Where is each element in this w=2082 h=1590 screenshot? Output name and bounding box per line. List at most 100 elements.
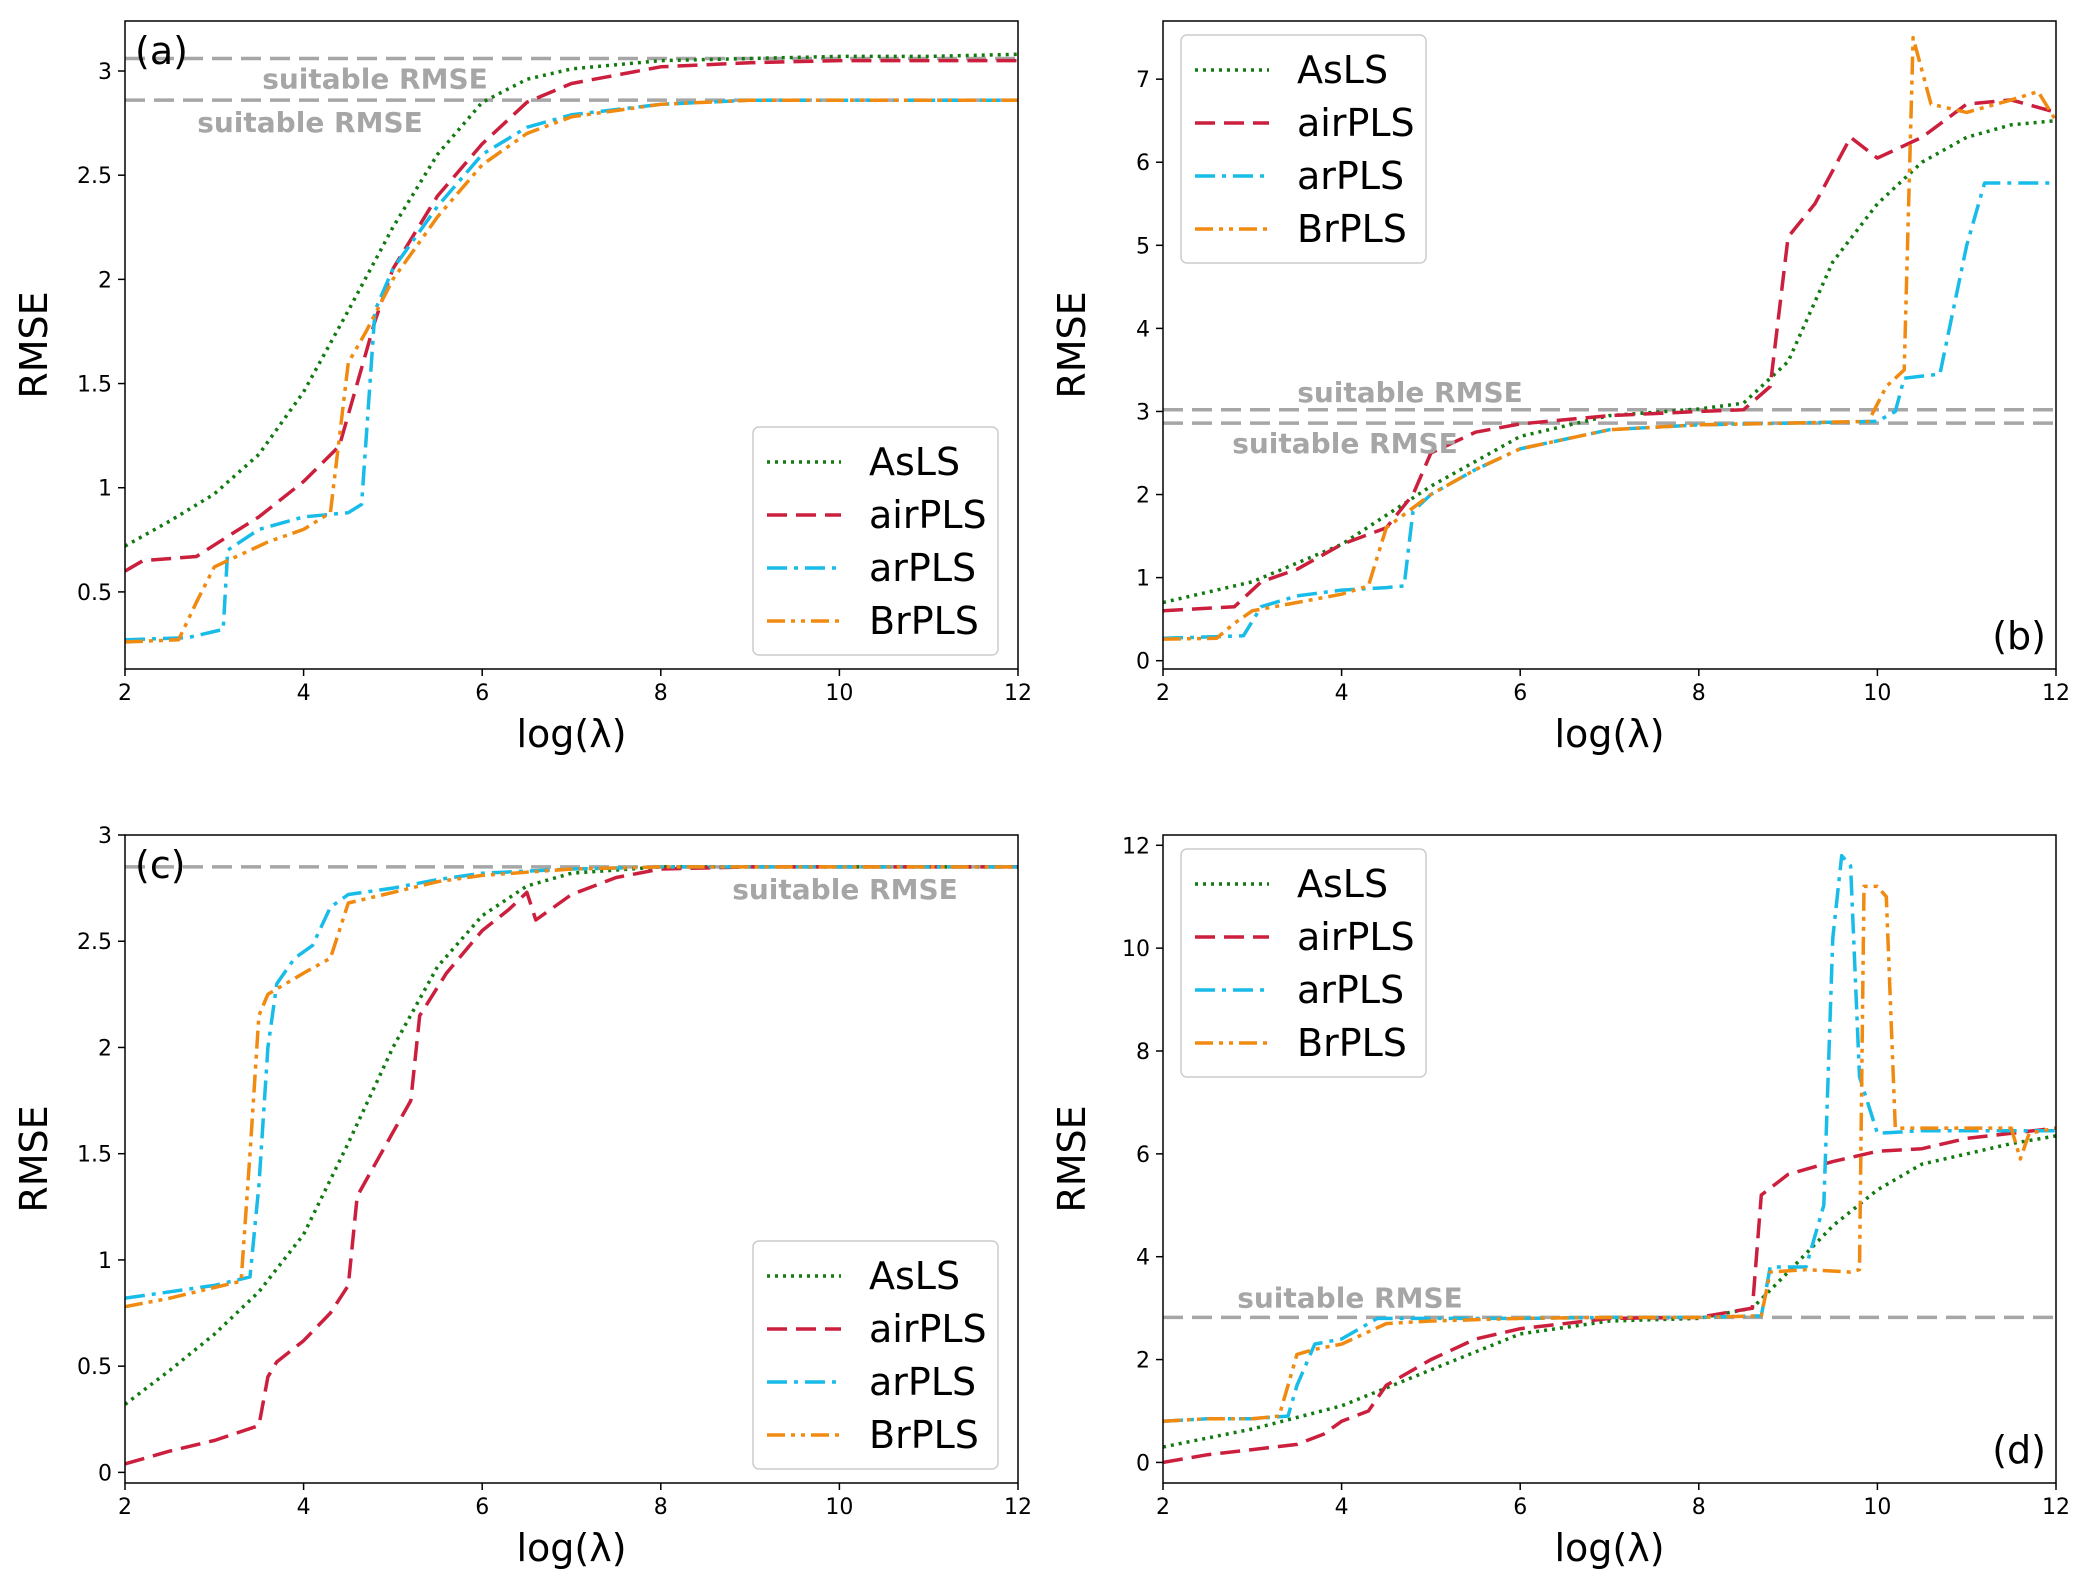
legend-box xyxy=(1180,848,1427,1078)
series-line-brpls xyxy=(1163,884,2056,1424)
y-axis-label: RMSE xyxy=(1050,291,1094,398)
legend-label-airpls: airPLS xyxy=(1297,915,1415,959)
x-tick-label: 2 xyxy=(118,681,132,706)
legend-label-brpls: BrPLS xyxy=(1297,207,1407,251)
y-tick-label: 0 xyxy=(1136,1451,1150,1476)
plot-frame xyxy=(1162,834,2057,1484)
legend-label-airpls: airPLS xyxy=(869,1307,987,1351)
y-tick-label: 6 xyxy=(1136,1143,1150,1168)
series-line-brpls xyxy=(125,98,1018,644)
reference-line-label: suitable RMSE xyxy=(732,873,958,906)
legend: AsLS airPLS arPLS BrPLS xyxy=(752,426,999,656)
series-line-brpls xyxy=(125,865,1018,1309)
y-axis-label: RMSE xyxy=(1050,1105,1094,1212)
legend-box xyxy=(1180,34,1427,264)
y-tick-label: 8 xyxy=(1136,1040,1150,1065)
x-tick-label: 8 xyxy=(654,1495,668,1520)
plot-frame xyxy=(124,834,1019,1484)
legend-label-asls: AsLS xyxy=(869,440,960,484)
series-line-airpls xyxy=(1163,98,2056,613)
plot-frame xyxy=(124,20,1019,670)
y-tick-label: 10 xyxy=(1122,937,1150,962)
legend-label-airpls: airPLS xyxy=(869,493,987,537)
x-axis-label: log(λ) xyxy=(516,712,626,756)
panel-label: (c) xyxy=(135,843,186,887)
x-tick-label: 4 xyxy=(1335,1495,1349,1520)
series-line-arpls xyxy=(1163,181,2056,641)
legend: AsLS airPLS arPLS BrPLS xyxy=(1180,34,1427,264)
y-tick-label: 6 xyxy=(1136,151,1150,176)
series-line-asls xyxy=(125,52,1018,548)
series-line-arpls xyxy=(125,98,1018,642)
x-tick-label: 4 xyxy=(297,681,311,706)
x-tick-label: 10 xyxy=(1863,681,1891,706)
y-tick-label: 1.5 xyxy=(77,1143,112,1168)
y-tick-label: 1.5 xyxy=(77,373,112,398)
legend-label-asls: AsLS xyxy=(869,1254,960,1298)
y-tick-label: 0.5 xyxy=(77,1355,112,1380)
legend-label-arpls: arPLS xyxy=(869,1360,976,1404)
legend-label-asls: AsLS xyxy=(1297,862,1388,906)
panel-a: suitable RMSE suitable RMSE 2 4 6 8 10 12 0.5 1 1.… xyxy=(12,20,1032,756)
y-tick-label: 0.5 xyxy=(77,581,112,606)
legend-label-brpls: BrPLS xyxy=(869,1413,979,1457)
reference-line-label: suitable RMSE xyxy=(1297,376,1523,409)
x-tick-label: 6 xyxy=(475,681,489,706)
x-tick-label: 12 xyxy=(2042,1495,2070,1520)
panel-label: (a) xyxy=(135,29,188,73)
y-tick-label: 1 xyxy=(1136,567,1150,592)
panel-label: (b) xyxy=(1992,614,2046,658)
y-axis-label: RMSE xyxy=(12,291,56,398)
x-axis-label: log(λ) xyxy=(1554,1526,1664,1570)
y-tick-label: 0 xyxy=(1136,650,1150,675)
plot-frame xyxy=(1162,20,2057,670)
legend: AsLS airPLS arPLS BrPLS xyxy=(752,1240,999,1470)
legend-box xyxy=(752,1240,999,1470)
legend-label-brpls: BrPLS xyxy=(869,599,979,643)
x-tick-label: 8 xyxy=(1692,1495,1706,1520)
reference-line-label: suitable RMSE xyxy=(1232,427,1458,460)
reference-line-label: suitable RMSE xyxy=(197,106,423,139)
y-tick-label: 4 xyxy=(1136,317,1150,342)
y-tick-label: 3 xyxy=(1136,400,1150,425)
panel-label: (d) xyxy=(1992,1428,2046,1472)
y-tick-label: 4 xyxy=(1136,1246,1150,1271)
y-axis-label: RMSE xyxy=(12,1105,56,1212)
series-line-arpls xyxy=(125,865,1018,1300)
x-axis-label: log(λ) xyxy=(1554,712,1664,756)
y-tick-label: 3 xyxy=(98,824,112,849)
x-tick-label: 6 xyxy=(475,1495,489,1520)
series-line-airpls xyxy=(1163,1126,2056,1465)
x-tick-label: 2 xyxy=(1156,1495,1170,1520)
x-tick-label: 10 xyxy=(825,681,853,706)
y-tick-label: 2 xyxy=(98,268,112,293)
legend-label-asls: AsLS xyxy=(1297,48,1388,92)
x-tick-label: 4 xyxy=(1335,681,1349,706)
x-tick-label: 12 xyxy=(2042,681,2070,706)
legend-label-arpls: arPLS xyxy=(869,546,976,590)
reference-line-label: suitable RMSE xyxy=(1237,1281,1463,1314)
series-line-airpls xyxy=(125,865,1018,1466)
panel-c: suitable RMSE 2 4 6 8 10 12 0 0.5 1 1.5 2 2.5 3 log(λ)… xyxy=(12,824,1032,1570)
legend-label-arpls: arPLS xyxy=(1297,154,1404,198)
y-tick-label: 1 xyxy=(98,1249,112,1274)
x-tick-label: 6 xyxy=(1513,1495,1527,1520)
legend-label-airpls: airPLS xyxy=(1297,101,1415,145)
x-tick-label: 2 xyxy=(1156,681,1170,706)
y-tick-label: 5 xyxy=(1136,234,1150,259)
y-tick-label: 1 xyxy=(98,477,112,502)
y-tick-label: 2.5 xyxy=(77,930,112,955)
x-tick-label: 4 xyxy=(297,1495,311,1520)
x-tick-label: 10 xyxy=(825,1495,853,1520)
y-tick-label: 12 xyxy=(1122,834,1150,859)
x-tick-label: 10 xyxy=(1863,1495,1891,1520)
x-tick-label: 2 xyxy=(118,1495,132,1520)
y-tick-label: 0 xyxy=(98,1461,112,1486)
legend-label-arpls: arPLS xyxy=(1297,968,1404,1012)
y-tick-label: 2.5 xyxy=(77,164,112,189)
legend: AsLS airPLS arPLS BrPLS xyxy=(1180,848,1427,1078)
x-tick-label: 8 xyxy=(1692,681,1706,706)
